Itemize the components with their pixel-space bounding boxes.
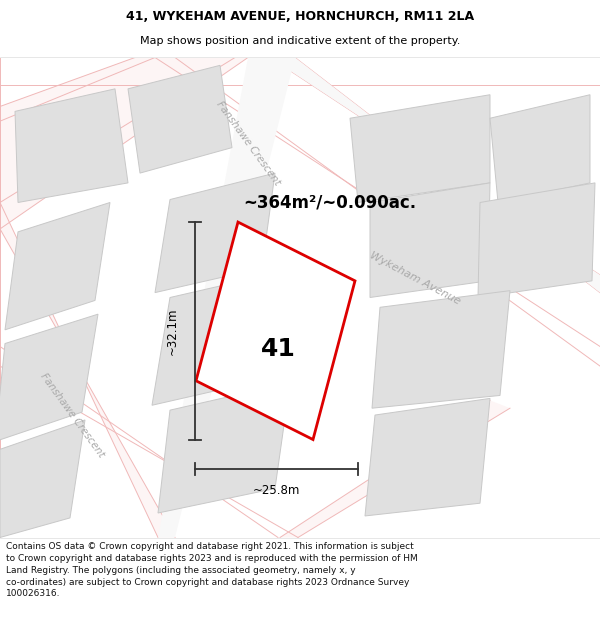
- Polygon shape: [128, 66, 232, 173]
- Polygon shape: [196, 222, 355, 439]
- Polygon shape: [270, 58, 600, 292]
- Text: ~25.8m: ~25.8m: [253, 484, 300, 497]
- Polygon shape: [350, 95, 490, 202]
- Polygon shape: [0, 420, 85, 538]
- Polygon shape: [490, 95, 590, 202]
- Polygon shape: [5, 202, 110, 330]
- Polygon shape: [478, 183, 595, 298]
- Polygon shape: [0, 314, 98, 441]
- Polygon shape: [372, 291, 510, 408]
- Text: Wykeham Avenue: Wykeham Avenue: [368, 250, 462, 306]
- Polygon shape: [270, 58, 600, 292]
- Polygon shape: [0, 202, 175, 538]
- Text: ~364m²/~0.090ac.: ~364m²/~0.090ac.: [244, 194, 416, 211]
- Text: Fanshawe Crescent: Fanshawe Crescent: [38, 371, 106, 459]
- Polygon shape: [152, 271, 285, 405]
- Polygon shape: [158, 382, 290, 513]
- Polygon shape: [155, 173, 275, 292]
- Text: 41, WYKEHAM AVENUE, HORNCHURCH, RM11 2LA: 41, WYKEHAM AVENUE, HORNCHURCH, RM11 2LA: [126, 11, 474, 23]
- Polygon shape: [365, 398, 490, 516]
- Polygon shape: [0, 58, 248, 229]
- Text: Fanshawe Crescent: Fanshawe Crescent: [214, 99, 282, 188]
- Polygon shape: [15, 89, 128, 202]
- Text: Contains OS data © Crown copyright and database right 2021. This information is : Contains OS data © Crown copyright and d…: [6, 542, 418, 599]
- Text: 41: 41: [260, 338, 295, 361]
- Text: ~32.1m: ~32.1m: [166, 307, 179, 354]
- Text: Map shows position and indicative extent of the property.: Map shows position and indicative extent…: [140, 36, 460, 46]
- Polygon shape: [370, 183, 490, 298]
- Polygon shape: [280, 401, 510, 538]
- Polygon shape: [158, 58, 295, 538]
